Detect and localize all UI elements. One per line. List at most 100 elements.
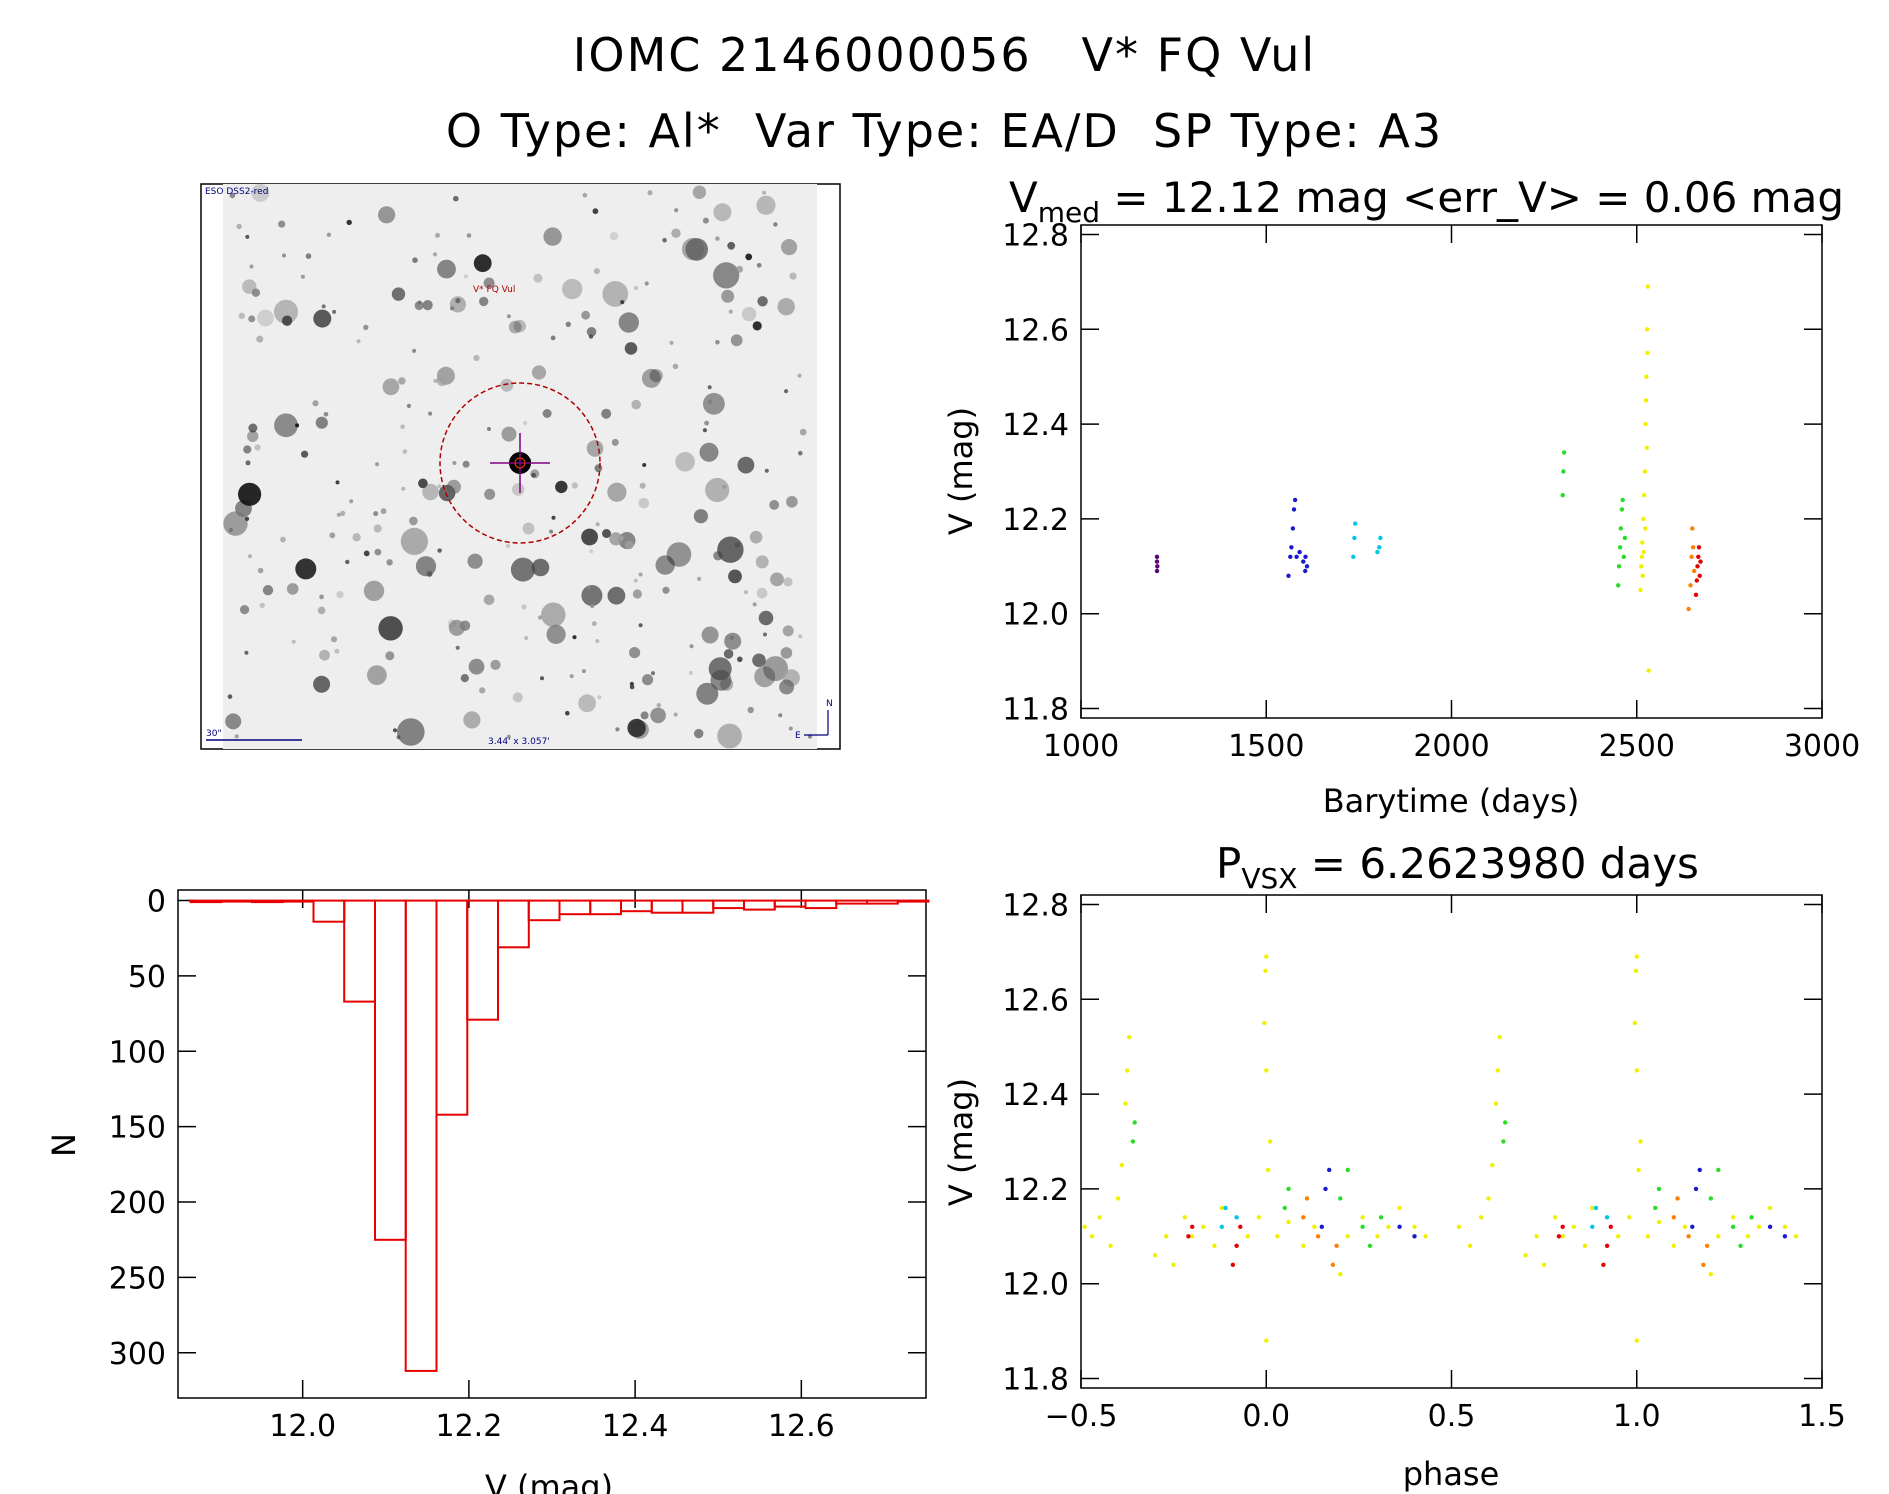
phased-point — [1152, 1253, 1158, 1258]
star — [329, 532, 336, 539]
star — [542, 409, 552, 418]
star — [305, 253, 312, 259]
star — [282, 253, 286, 258]
phased-point — [1793, 1234, 1799, 1239]
phased-point — [1767, 1205, 1773, 1211]
star — [238, 312, 245, 319]
y-tick-label: 200 — [109, 1186, 166, 1221]
phased-point — [1745, 1234, 1751, 1239]
phased-point — [1304, 1196, 1310, 1201]
lightcurve-point — [1619, 507, 1625, 512]
star — [581, 669, 586, 674]
star — [649, 369, 663, 383]
phased-point — [1301, 1243, 1306, 1249]
star — [452, 461, 457, 465]
lightcurve-point — [1561, 450, 1567, 455]
star — [641, 368, 661, 388]
star — [770, 572, 784, 587]
phased-point — [1125, 1068, 1130, 1073]
star — [436, 375, 448, 387]
star — [300, 274, 305, 279]
phased-point — [1323, 1186, 1328, 1192]
phased-point — [1082, 1224, 1087, 1230]
star — [798, 450, 803, 456]
star — [758, 610, 774, 626]
phased-point — [1541, 1262, 1547, 1268]
phased-point — [1632, 1020, 1638, 1026]
star — [685, 238, 708, 261]
phased-point — [1171, 1262, 1176, 1268]
lightcurve-point — [1292, 497, 1298, 503]
star — [273, 299, 299, 324]
star — [741, 306, 757, 322]
star — [363, 580, 385, 601]
star — [378, 206, 396, 224]
star — [727, 241, 736, 250]
star — [401, 486, 406, 491]
star — [763, 656, 789, 682]
star — [693, 509, 709, 524]
star — [737, 456, 755, 474]
phased-point — [1115, 1196, 1121, 1201]
star — [257, 309, 274, 327]
star — [546, 624, 566, 645]
star — [254, 444, 261, 451]
star — [234, 734, 239, 739]
histogram-bar — [220, 899, 253, 903]
lightcurve-point — [1688, 583, 1693, 588]
histogram-bar — [189, 899, 223, 904]
star — [448, 619, 465, 636]
lightcurve-point — [1288, 554, 1293, 559]
phased-point — [1486, 1196, 1491, 1201]
star — [330, 636, 338, 643]
star — [777, 298, 795, 316]
histogram-bar — [681, 899, 715, 914]
lightcurve-point — [1689, 554, 1694, 559]
lightcurve-point — [1155, 564, 1160, 569]
size-label: 3.44' x 3.057' — [488, 737, 550, 747]
star — [479, 296, 489, 307]
lightcurve-point — [1294, 554, 1299, 559]
lightcurve-point — [1304, 564, 1310, 569]
target-label: V* FQ Vul — [473, 285, 515, 295]
phased-point — [1608, 1224, 1614, 1230]
star — [363, 324, 369, 331]
phased-point — [1267, 1139, 1273, 1144]
lightcurve-point — [1617, 545, 1623, 550]
phased-point — [1738, 1243, 1743, 1249]
phased-point — [1686, 1234, 1691, 1239]
star — [620, 300, 625, 305]
star — [721, 289, 735, 303]
star — [717, 723, 742, 749]
phased-point — [1493, 1101, 1499, 1106]
lightcurve-frame — [1080, 224, 1823, 719]
star — [728, 569, 742, 584]
phased-point — [1636, 1167, 1641, 1173]
star — [332, 309, 337, 314]
star — [799, 428, 807, 436]
phased-point — [1553, 1215, 1558, 1220]
star — [412, 348, 417, 353]
star — [713, 262, 740, 289]
star — [675, 452, 695, 472]
star — [601, 408, 612, 419]
star — [607, 586, 626, 605]
star — [238, 482, 262, 506]
phased-point — [1616, 1234, 1621, 1239]
star — [696, 682, 719, 705]
star — [286, 583, 299, 595]
x-tick-label: 1500 — [1228, 729, 1304, 764]
histogram-bar — [650, 899, 684, 914]
star — [386, 559, 393, 566]
star — [336, 591, 344, 599]
phased-point — [1716, 1234, 1721, 1239]
star — [633, 286, 638, 290]
phased-point — [1656, 1219, 1662, 1225]
phased-point — [1367, 1243, 1373, 1249]
star — [707, 385, 712, 390]
y-tick-label: 0 — [147, 885, 166, 920]
star — [713, 551, 723, 561]
star — [345, 559, 350, 565]
y-tick-label: 300 — [109, 1337, 166, 1372]
star — [400, 424, 405, 430]
